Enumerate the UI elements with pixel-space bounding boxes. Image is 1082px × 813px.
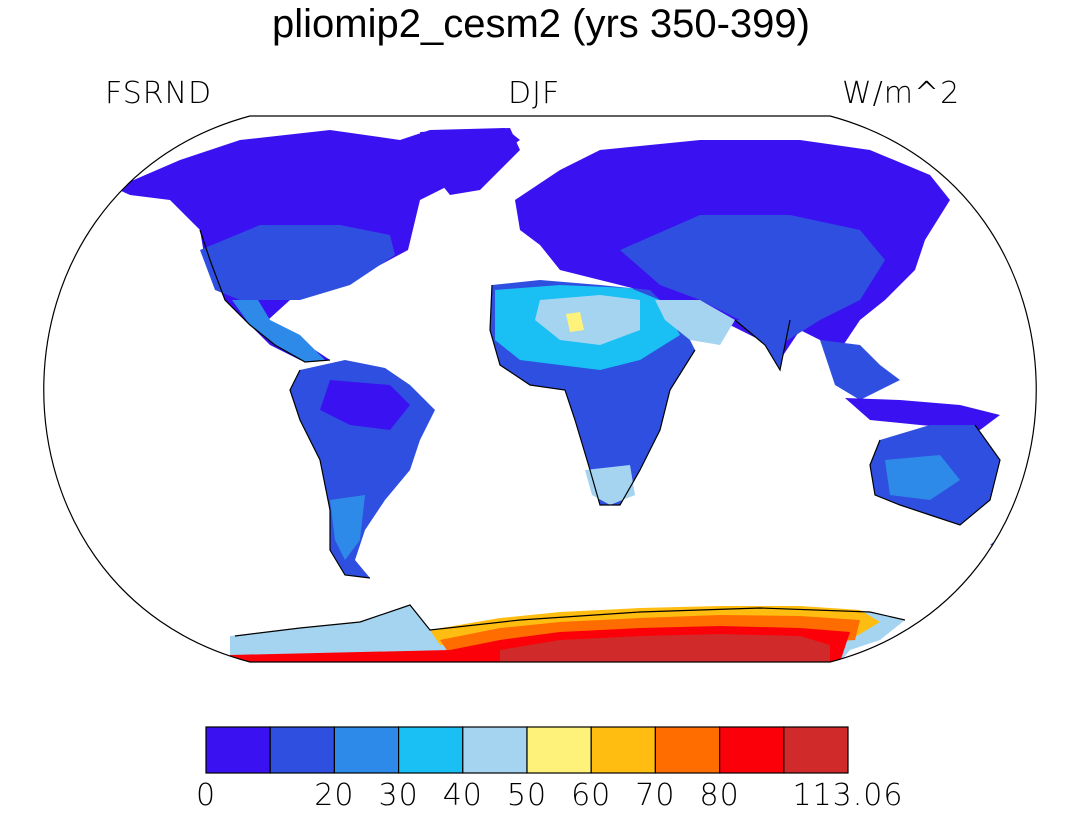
coastlines — [199, 229, 1001, 637]
season-label: DJF — [508, 76, 561, 111]
colorbar-swatch — [783, 726, 849, 774]
colorbar-tick-label: 60 — [571, 778, 612, 813]
colorbar-tick-label: 50 — [506, 778, 548, 813]
colorbar-swatch — [269, 726, 336, 774]
india-region — [735, 320, 790, 370]
greenland-region — [420, 128, 520, 195]
indonesia-region — [845, 398, 1000, 430]
colorbar-swatch — [590, 726, 657, 774]
antarctica-core-region — [500, 634, 830, 662]
central-asia-region — [620, 215, 885, 345]
southeast-asia-region — [820, 340, 900, 400]
colorbar — [205, 726, 849, 774]
colorbar-swatch — [333, 726, 400, 774]
southern-africa-region — [585, 465, 635, 505]
units-label: W/m^2 — [842, 76, 961, 111]
sahara-peak-region — [566, 312, 584, 332]
colorbar-swatch — [654, 726, 721, 774]
colorbar-tick-label: 70 — [635, 778, 676, 813]
colorbar-tick-label: 0 — [196, 778, 217, 813]
colorbar-tick-label: 113.06 — [792, 778, 904, 813]
colorbar-tick-label: 40 — [442, 778, 483, 813]
arabia-region — [655, 300, 735, 345]
patagonia-region — [330, 495, 365, 560]
map-title: pliomip2_cesm2 (yrs 350-399) — [271, 2, 810, 46]
land-shading — [115, 128, 1030, 662]
colorbar-swatch — [718, 726, 785, 774]
colorbar-tick-label: 20 — [314, 778, 355, 813]
sahara-core-region — [535, 295, 640, 345]
colorbar-swatch — [398, 726, 464, 774]
colorbar-tick-label: 80 — [699, 778, 740, 813]
map-border — [43, 115, 1037, 663]
new-zealand-region — [990, 520, 1030, 548]
north-america-south-region — [200, 225, 395, 300]
colorbar-swatch — [205, 726, 271, 774]
mexico-region — [232, 300, 325, 362]
australia-desert-region — [885, 455, 960, 500]
colorbar-swatch — [526, 726, 592, 774]
south-america-amazon-region — [320, 380, 410, 430]
colorbar-swatch — [462, 726, 528, 774]
variable-label: FSRND — [105, 76, 213, 111]
colorbar-tick-label: 30 — [378, 778, 419, 813]
